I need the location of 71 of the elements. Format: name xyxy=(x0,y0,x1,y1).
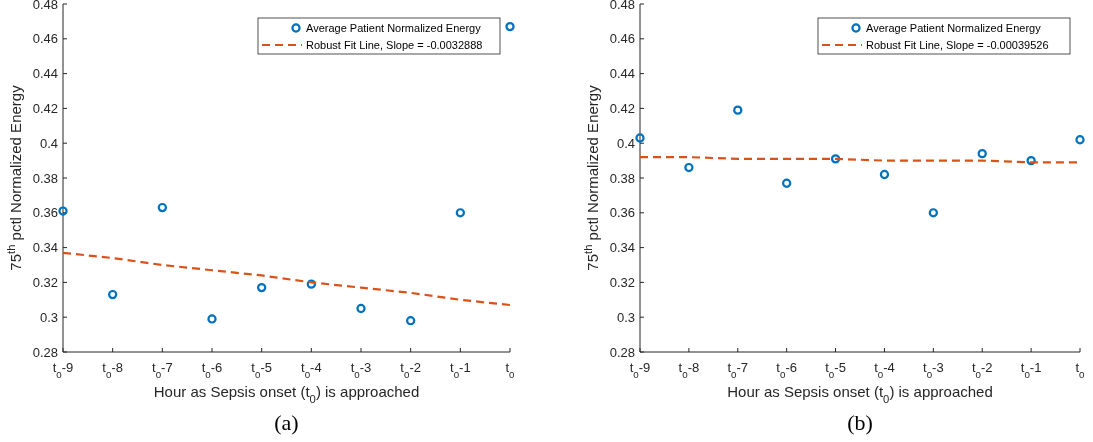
x-tick-label: t$_{0}$-8 xyxy=(678,360,700,380)
y-tick-label: 0.32 xyxy=(609,274,635,290)
x-tick-label: t$_{0}$ xyxy=(505,360,516,380)
y-tick-label: 0.46 xyxy=(32,31,58,47)
point xyxy=(782,178,792,188)
point xyxy=(505,21,515,32)
y-tick-label: 0.48 xyxy=(609,0,635,12)
x-axis-title: Hour as Sepsis onset (t$_{0}$) is approached xyxy=(727,383,993,405)
x-tick-label: t$_{0}$-5 xyxy=(825,360,846,380)
legend-label: Average Patient Normalized Energy xyxy=(866,22,1042,34)
x-tick-label: t$_{0}$-9 xyxy=(629,360,651,380)
y-tick-label: 0.3 xyxy=(616,309,635,325)
x-tick-label: t$_{0}$-7 xyxy=(727,360,749,380)
point xyxy=(406,316,416,326)
legend-label: Average Patient Normalized Energy xyxy=(306,22,482,34)
point xyxy=(733,105,743,115)
x-tick-label: t$_{0}$-2 xyxy=(400,360,421,380)
legend-label: Robust Fit Line, Slope = -0.0032888 xyxy=(306,39,483,51)
point xyxy=(207,314,217,324)
point xyxy=(830,154,841,164)
text: (b) xyxy=(847,410,873,435)
y-tick-label: 0.36 xyxy=(32,205,58,221)
y-tick-label: 0.42 xyxy=(609,100,635,116)
x-tick-label: t$_{0}$ xyxy=(1075,360,1086,380)
x-tick-label: t$_{0}$-5 xyxy=(251,360,272,380)
x-tick-label: t$_{0}$-8 xyxy=(102,360,123,380)
point xyxy=(635,133,645,143)
point xyxy=(108,289,118,300)
point xyxy=(455,208,465,218)
y-tick-label: 0.48 xyxy=(32,0,58,12)
y-tick-label: 0.34 xyxy=(32,240,58,256)
point xyxy=(879,169,890,180)
y-tick-label: 0.3 xyxy=(39,309,58,325)
text: (a) xyxy=(274,410,299,435)
x-tick-label: t$_{0}$-2 xyxy=(971,360,993,380)
x-tick-label: t$_{0}$-6 xyxy=(201,360,223,380)
x-tick-label: t$_{0}$-4 xyxy=(874,360,895,380)
y-tick-label: 0.36 xyxy=(609,205,635,221)
y-tick-label: 0.38 xyxy=(32,170,58,186)
point xyxy=(306,279,316,289)
y-tick-label: 0.46 xyxy=(609,31,635,47)
point xyxy=(928,208,938,218)
legend-label: Robust Fit Line, Slope = -0.00039526 xyxy=(866,39,1049,51)
x-tick-label: t$_{0}$-7 xyxy=(152,360,173,380)
point xyxy=(977,148,987,159)
x-axis-title: Hour as Sepsis onset (t$_{0}$) is approached xyxy=(153,383,420,405)
y-tick-label: 0.34 xyxy=(609,240,635,256)
x-tick-label: t$_{0}$-9 xyxy=(52,360,74,380)
line-series xyxy=(61,251,512,307)
y-tick-label: 0.28 xyxy=(609,344,635,360)
x-tick-label: t$_{0}$-1 xyxy=(1020,360,1042,380)
y-tick-label: 0.4 xyxy=(39,135,58,151)
x-tick-label: t$_{0}$-3 xyxy=(350,360,372,380)
x-tick-label: t$_{0}$-4 xyxy=(301,360,322,380)
y-tick-label: 0.38 xyxy=(609,170,635,186)
y-tick-label: 0.44 xyxy=(609,66,635,82)
point xyxy=(1075,135,1085,145)
y-tick-label: 0.44 xyxy=(32,66,58,82)
point xyxy=(257,282,267,293)
point xyxy=(356,303,366,314)
x-tick-label: t$_{0}$-3 xyxy=(923,360,944,380)
y-tick-label: 0.28 xyxy=(32,344,58,360)
point xyxy=(157,202,167,213)
y-tick-label: 0.4 xyxy=(616,135,635,151)
point xyxy=(684,162,694,173)
y-tick-label: 0.32 xyxy=(32,274,58,290)
point xyxy=(1026,155,1036,166)
y-tick-label: 0.42 xyxy=(32,100,58,116)
x-tick-label: t$_{0}$-6 xyxy=(776,360,797,380)
point xyxy=(58,206,68,216)
x-tick-label: t$_{0}$-1 xyxy=(450,360,471,380)
